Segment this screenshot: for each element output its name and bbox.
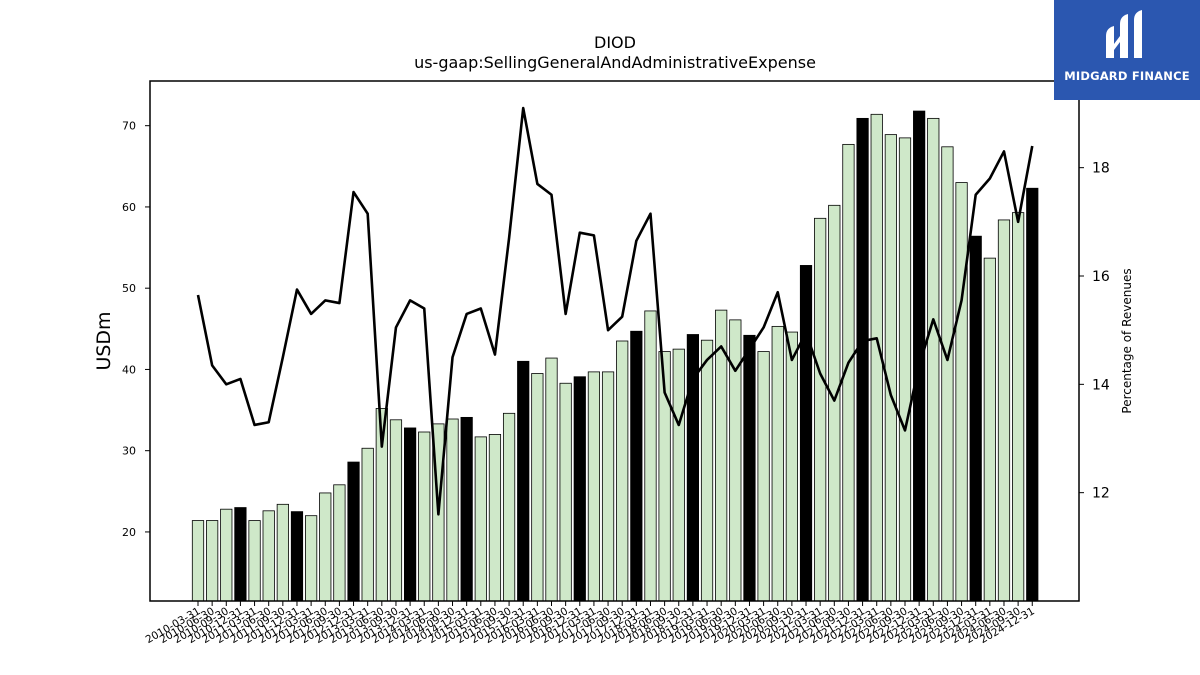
line-layer (196, 106, 1034, 516)
bar (502, 412, 516, 602)
bar (757, 351, 770, 602)
bar (997, 219, 1011, 602)
bar (799, 265, 813, 602)
bar (545, 357, 558, 602)
bar (616, 340, 629, 602)
midgard-logo-icon (1106, 10, 1142, 58)
y2-axis: 12 14 16 18 (1079, 161, 1110, 502)
brand-logo: MIDGARD FINANCE (1054, 0, 1200, 100)
bars-layer (191, 110, 1039, 602)
bar (630, 330, 643, 602)
bar (418, 431, 431, 602)
bar (290, 511, 304, 602)
bar (206, 520, 219, 602)
bar (220, 508, 233, 602)
bar (587, 371, 601, 602)
bar (248, 520, 261, 602)
bar (361, 447, 374, 602)
y2-tick-label: 18 (1092, 161, 1110, 177)
bar (403, 427, 417, 602)
chart-title: DIOD (594, 33, 636, 52)
y2-tick-label: 12 (1092, 486, 1110, 502)
bar (305, 515, 318, 602)
bar (856, 117, 869, 602)
bar (319, 492, 332, 602)
bar (333, 484, 346, 602)
bar (814, 217, 827, 602)
bar (941, 146, 954, 602)
y-tick-label: 60 (122, 201, 136, 214)
chart-subtitle: us-gaap:SellingGeneralAndAdministrativeE… (414, 53, 816, 72)
bar (983, 257, 996, 602)
bar (771, 325, 784, 602)
y-axis-label: USDm (93, 311, 115, 370)
bar (1026, 187, 1039, 602)
bar (276, 503, 289, 602)
bar (927, 117, 940, 602)
bar (460, 416, 473, 602)
bar (262, 510, 275, 602)
y-tick-label: 70 (122, 120, 136, 133)
bar (1012, 212, 1025, 602)
bar (446, 418, 459, 602)
brand-name: MIDGARD FINANCE (1064, 69, 1190, 83)
bar (573, 376, 586, 602)
bar (389, 419, 403, 602)
bar (672, 348, 685, 602)
x-axis: 2010-03-312010-06-302010-09-302010-12-31… (144, 601, 1037, 646)
y-tick-label: 30 (122, 445, 136, 458)
y2-tick-label: 14 (1092, 377, 1110, 393)
bar (488, 434, 502, 602)
bar (828, 204, 841, 602)
bar (347, 461, 360, 602)
y-tick-label: 50 (122, 282, 136, 295)
y-tick-label: 20 (122, 526, 136, 539)
bar (474, 436, 487, 602)
series-line (196, 106, 1034, 516)
y-axis: 20 30 40 50 60 70 (122, 120, 150, 539)
bar (601, 371, 615, 602)
bar (898, 137, 912, 602)
bar (969, 235, 982, 602)
bar (644, 310, 657, 602)
bar (191, 520, 205, 602)
bar (785, 331, 798, 602)
bar (884, 134, 897, 602)
plot-frame (149, 80, 1080, 602)
y-tick-label: 40 (122, 363, 136, 376)
bar (743, 334, 756, 602)
bar (517, 360, 530, 602)
bar (559, 382, 572, 602)
bar (531, 373, 544, 602)
bar (234, 507, 247, 602)
y2-axis-label: Percentage of Revenues (1120, 268, 1134, 413)
y2-tick-label: 16 (1092, 269, 1110, 285)
bar (955, 182, 968, 602)
bar (700, 339, 714, 602)
